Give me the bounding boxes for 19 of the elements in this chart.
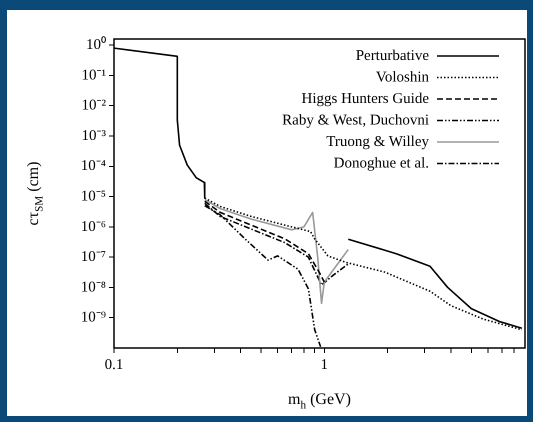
y-tick-label: 10⁻⁷: [80, 249, 106, 266]
legend-label: Voloshin: [376, 69, 430, 86]
legend-label: Donoghue et al.: [334, 155, 429, 172]
y-tick-label: 10⁻⁶: [80, 218, 106, 235]
y-tick-label: 10⁻⁵: [80, 188, 106, 205]
y-tick-label: 10⁻³: [82, 128, 106, 144]
y-axis-title: cτSM (cm): [25, 162, 46, 226]
y-tick-label: 10⁻⁹: [80, 310, 106, 326]
y-tick-label: 10⁻²: [82, 98, 106, 114]
x-tick-label: 0.1: [104, 356, 124, 373]
legend-label: Higgs Hunters Guide: [302, 90, 430, 107]
y-tick-label: 10⁻⁸: [80, 279, 106, 296]
y-tick-label: 10⁻¹: [82, 67, 106, 84]
y-tick-label: 10⁻⁴: [80, 158, 106, 174]
y-tick-label: 10⁰: [86, 36, 106, 54]
x-tick-label: 1: [320, 356, 328, 373]
legend-label: Perturbative: [356, 48, 430, 64]
legend-label: Raby & West, Duchovni: [282, 112, 429, 128]
legend-label: Truong & Willey: [326, 134, 430, 150]
